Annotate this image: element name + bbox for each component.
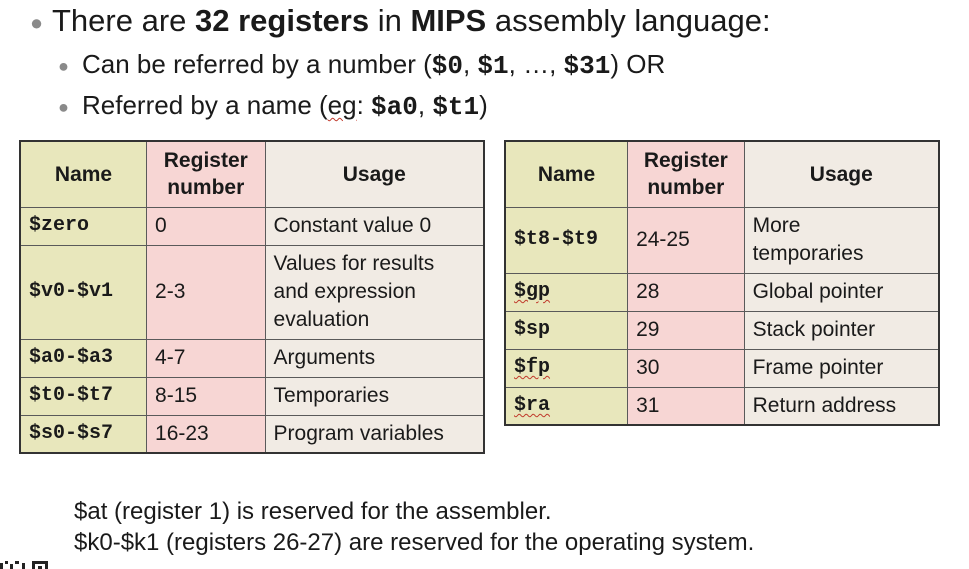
register-usage: More temporaries: [743, 206, 940, 274]
spellcheck-word: $fp: [514, 356, 551, 379]
usage-line: Constant value 0: [273, 214, 432, 237]
text-segment: Can be referred by a number (: [82, 49, 432, 79]
register-number: 4-7: [146, 338, 266, 378]
header-line: number: [167, 176, 245, 200]
usage-line: Global pointer: [752, 280, 884, 303]
note-k-registers: $k0-$k1 (registers 26-27) are reserved f…: [74, 529, 755, 556]
table-row: $t8-$t9 24-25 More temporaries: [504, 206, 940, 274]
register-usage: Frame pointer: [743, 348, 940, 388]
header-name: Name: [504, 140, 629, 208]
table-row: $v0-$v1 2-3 Values for results and expres…: [19, 244, 485, 340]
register-count: 32 registers: [195, 3, 370, 38]
register-code: $0: [431, 51, 463, 81]
text-segment: , …,: [508, 49, 564, 79]
register-usage: Global pointer: [743, 272, 940, 312]
bullet-dot-icon: ●: [58, 97, 69, 118]
bullet-dot-icon: ●: [30, 9, 44, 35]
usage-line: evaluation: [273, 308, 370, 331]
register-number: 30: [627, 348, 745, 388]
table-row: $sp 29 Stack pointer: [504, 310, 940, 350]
spellcheck-word: eg: [327, 90, 357, 120]
spellcheck-word: $ra: [514, 393, 551, 417]
table-row: $t0-$t7 8-15 Temporaries: [19, 376, 485, 416]
register-number: 16-23: [146, 414, 266, 454]
register-name: $t8-$t9: [504, 206, 629, 274]
register-name: $sp: [504, 310, 629, 350]
bullet-registers-count: ● There are 32 registers in MIPS assembly…: [30, 2, 771, 42]
register-code: $a0: [371, 92, 418, 122]
usage-line: Stack pointer: [752, 318, 876, 341]
register-number: 31: [627, 386, 745, 426]
usage-line: Values for results: [273, 252, 435, 275]
register-usage: Stack pointer: [743, 310, 940, 350]
register-usage: Arguments: [264, 338, 485, 378]
register-usage: Program variables: [264, 414, 485, 454]
usage-line: Arguments: [273, 346, 376, 369]
table-row: $gp 28 Global pointer: [504, 272, 940, 312]
header-line: Register: [643, 149, 728, 173]
qr-code-icon: [0, 561, 48, 569]
register-number: 24-25: [627, 206, 745, 274]
usage-line: temporaries: [752, 242, 864, 265]
text-segment: :: [356, 90, 372, 120]
bullet-dot-icon: ●: [58, 56, 69, 77]
header-register-number: Register number: [146, 140, 266, 208]
spellcheck-word: $gp: [514, 280, 551, 303]
register-name: $a0-$a3: [19, 338, 148, 378]
usage-line: Temporaries: [273, 384, 390, 407]
text-segment: ): [479, 90, 488, 120]
register-name: $ra: [504, 386, 629, 426]
register-table-right: Name Register number Usage $t8-$t9 24-25 …: [504, 140, 940, 426]
header-usage: Usage: [264, 140, 485, 208]
bullet-referred-by-name: ● Referred by a name (eg: $a0, $t1): [58, 89, 488, 123]
register-usage: Temporaries: [264, 376, 485, 416]
text-segment: ) OR: [610, 49, 666, 79]
header-line: number: [647, 176, 725, 200]
register-number: 28: [627, 272, 745, 312]
bullet-referred-by-number: ● Can be referred by a number ($0, $1, …,…: [58, 48, 665, 82]
register-name: $gp: [504, 272, 629, 312]
register-name: $s0-$s7: [19, 414, 148, 454]
table-row: $zero 0 Constant value 0: [19, 206, 485, 246]
register-code: $31: [563, 51, 611, 81]
register-code: $t1: [432, 92, 480, 122]
register-name: $zero: [19, 206, 148, 246]
header-name: Name: [19, 140, 148, 208]
usage-line: and expression: [273, 280, 416, 303]
note-at-register: $at (register 1) is reserved for the ass…: [74, 498, 552, 525]
text-segment: in: [369, 3, 411, 38]
text-segment: ,: [417, 90, 433, 120]
register-name: $fp: [504, 348, 629, 388]
usage-line: More: [752, 214, 801, 237]
text-segment: There are: [52, 3, 196, 38]
usage-line: Return address: [752, 393, 897, 417]
register-number: 0: [146, 206, 266, 246]
header-usage: Usage: [743, 140, 940, 208]
register-number: 2-3: [146, 244, 266, 340]
usage-line: Frame pointer: [752, 356, 884, 379]
register-name: $v0-$v1: [19, 244, 148, 340]
header-register-number: Register number: [627, 140, 745, 208]
register-usage: Constant value 0: [264, 206, 485, 246]
register-number: 8-15: [146, 376, 266, 416]
register-code: $1: [477, 51, 509, 81]
register-name: $t0-$t7: [19, 376, 148, 416]
table-row: $s0-$s7 16-23 Program variables: [19, 414, 485, 454]
table-header-row: Name Register number Usage: [19, 140, 485, 208]
register-usage: Values for results and expression evaluati…: [264, 244, 485, 340]
text-segment: Referred by a name (: [82, 90, 328, 120]
register-number: 29: [627, 310, 745, 350]
language-name: MIPS: [410, 3, 487, 38]
register-usage: Return address: [743, 386, 940, 426]
table-row: $ra 31 Return address: [504, 386, 940, 426]
register-table-left: Name Register number Usage $zero 0 Consta…: [19, 140, 485, 454]
usage-line: Program variables: [273, 421, 444, 445]
table-row: $fp 30 Frame pointer: [504, 348, 940, 388]
table-row: $a0-$a3 4-7 Arguments: [19, 338, 485, 378]
text-segment: ,: [462, 49, 478, 79]
text-segment: assembly language:: [486, 3, 771, 38]
table-header-row: Name Register number Usage: [504, 140, 940, 208]
header-line: Register: [163, 149, 248, 173]
